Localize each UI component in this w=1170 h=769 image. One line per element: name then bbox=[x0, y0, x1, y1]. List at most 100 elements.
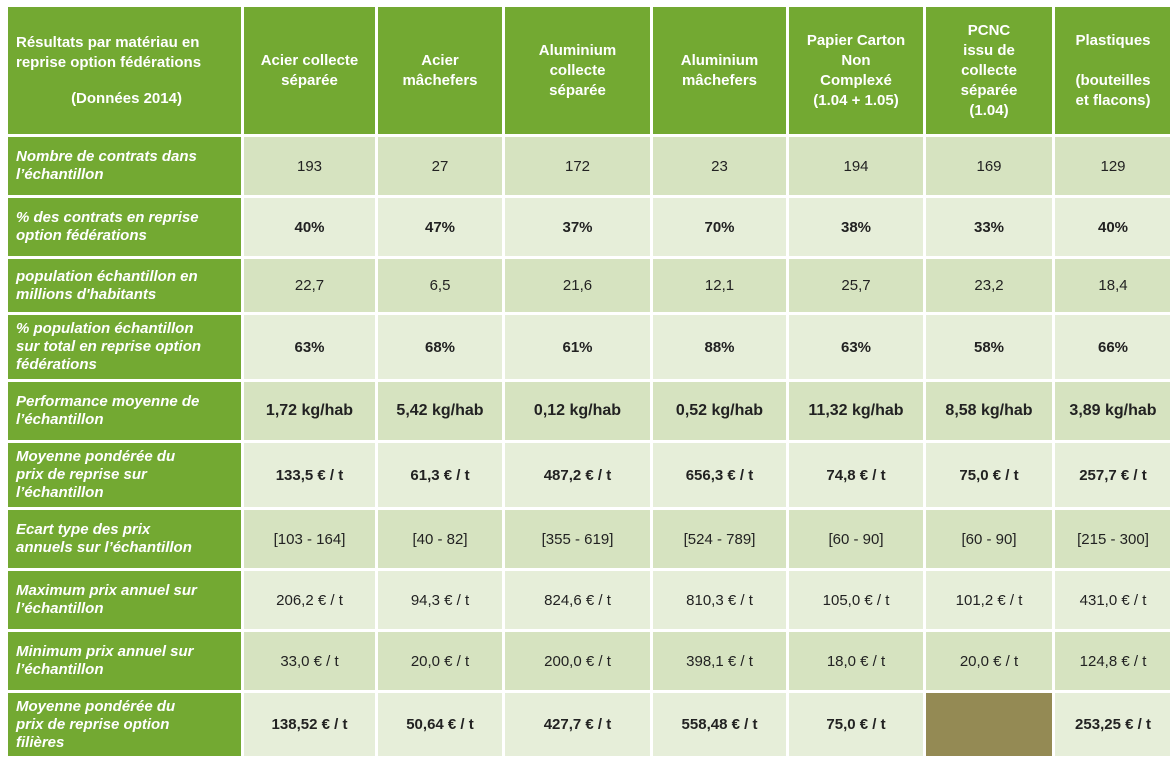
table-cell: 0,12 kg/hab bbox=[505, 382, 650, 440]
table-cell: 169 bbox=[926, 137, 1052, 195]
column-header-line: séparée bbox=[960, 81, 1018, 99]
table-cell: 20,0 € / t bbox=[378, 632, 502, 690]
row-label-line: filières bbox=[16, 733, 65, 751]
column-header-aluminium-machefers: Aluminium mâchefers bbox=[653, 7, 786, 134]
table-cell: 398,1 € / t bbox=[653, 632, 786, 690]
column-header-plastiques: Plastiques (bouteilles et flacons) bbox=[1055, 7, 1170, 134]
row-label-line: fédérations bbox=[16, 356, 97, 373]
table-cell: 3,89 kg/hab bbox=[1055, 382, 1170, 440]
row-label-line: prix de reprise sur bbox=[16, 466, 147, 483]
column-header-aluminium-collecte: Aluminium collecte séparée bbox=[505, 7, 650, 134]
table-cell: [215 - 300] bbox=[1055, 510, 1170, 568]
column-header-line: mâchefers bbox=[681, 71, 758, 89]
column-header-line: Aluminium bbox=[680, 51, 759, 69]
table-cell: 0,52 kg/hab bbox=[653, 382, 786, 440]
table-cell: 138,52 € / t bbox=[244, 693, 375, 756]
table-cell: [524 - 789] bbox=[653, 510, 786, 568]
row-label-line: l’échantillon bbox=[16, 166, 104, 183]
row-label-line: annuels sur l’échantillon bbox=[16, 539, 192, 556]
corner-header-line: reprise option fédérations bbox=[16, 53, 202, 71]
row-label: population échantillon en millions d'hab… bbox=[8, 259, 241, 312]
row-label: Nombre de contrats dans l’échantillon bbox=[8, 137, 241, 195]
table-cell: 824,6 € / t bbox=[505, 571, 650, 629]
table-cell: 21,6 bbox=[505, 259, 650, 312]
row-label-line: l’échantillon bbox=[16, 411, 104, 428]
table-cell: 37% bbox=[505, 198, 650, 256]
table-cell: 75,0 € / t bbox=[926, 443, 1052, 507]
row-label: Maximum prix annuel sur l’échantillon bbox=[8, 571, 241, 629]
table-cell: 200,0 € / t bbox=[505, 632, 650, 690]
table-cell: 61,3 € / t bbox=[378, 443, 502, 507]
column-header-line: (bouteilles bbox=[1075, 71, 1151, 89]
table-row-nombre-contrats: Nombre de contrats dans l’échantillon 19… bbox=[8, 137, 1170, 195]
table-cell: 38% bbox=[789, 198, 923, 256]
table-cell: 18,4 bbox=[1055, 259, 1170, 312]
table-cell: 656,3 € / t bbox=[653, 443, 786, 507]
header-row: Résultats par matériau en reprise option… bbox=[8, 7, 1170, 134]
table-cell: 129 bbox=[1055, 137, 1170, 195]
empty-cell bbox=[926, 693, 1052, 756]
table-cell: 11,32 kg/hab bbox=[789, 382, 923, 440]
table-row-moyenne-filieres: Moyenne pondérée du prix de reprise opti… bbox=[8, 693, 1170, 756]
column-header-acier-machefers: Acier mâchefers bbox=[378, 7, 502, 134]
table-cell: 74,8 € / t bbox=[789, 443, 923, 507]
row-label: % population échantillon sur total en re… bbox=[8, 315, 241, 379]
table-cell: [355 - 619] bbox=[505, 510, 650, 568]
column-header-line: Acier collecte bbox=[260, 51, 359, 69]
row-label-line: l’échantillon bbox=[16, 484, 104, 501]
corner-header-year: (Données 2014) bbox=[71, 89, 182, 107]
row-label: % des contrats en reprise option fédérat… bbox=[8, 198, 241, 256]
row-label-line: Performance moyenne de bbox=[16, 393, 200, 410]
row-label-line: Moyenne pondérée du bbox=[16, 697, 176, 715]
row-label-line: option fédérations bbox=[16, 227, 147, 244]
row-label-line: prix de reprise option bbox=[16, 715, 170, 733]
table-cell: 50,64 € / t bbox=[378, 693, 502, 756]
row-label: Minimum prix annuel sur l’échantillon bbox=[8, 632, 241, 690]
column-header-line: séparée bbox=[281, 71, 338, 89]
corner-header-line: Résultats par matériau en bbox=[16, 33, 200, 51]
table-cell: [40 - 82] bbox=[378, 510, 502, 568]
table-cell: 124,8 € / t bbox=[1055, 632, 1170, 690]
table-cell: 20,0 € / t bbox=[926, 632, 1052, 690]
table-cell: 75,0 € / t bbox=[789, 693, 923, 756]
table-cell: 88% bbox=[653, 315, 786, 379]
row-label-line: Nombre de contrats dans bbox=[16, 148, 197, 165]
row-label-line: Minimum prix annuel sur bbox=[16, 643, 194, 660]
column-header-line: et flacons) bbox=[1075, 91, 1151, 109]
table-row-ecart-type: Ecart type des prix annuels sur l’échant… bbox=[8, 510, 1170, 568]
column-header-line: Papier Carton bbox=[806, 31, 906, 49]
table-cell: 253,25 € / t bbox=[1055, 693, 1170, 756]
table-cell: 133,5 € / t bbox=[244, 443, 375, 507]
table-cell: 58% bbox=[926, 315, 1052, 379]
table-cell: 101,2 € / t bbox=[926, 571, 1052, 629]
table-cell: 63% bbox=[244, 315, 375, 379]
table-row-population: population échantillon en millions d'hab… bbox=[8, 259, 1170, 312]
table-cell: 61% bbox=[505, 315, 650, 379]
table-cell: 33% bbox=[926, 198, 1052, 256]
table-cell: 40% bbox=[244, 198, 375, 256]
row-label-line: population échantillon en bbox=[16, 267, 198, 285]
table-cell: 105,0 € / t bbox=[789, 571, 923, 629]
table-cell: 487,2 € / t bbox=[505, 443, 650, 507]
table-row-performance: Performance moyenne de l’échantillon 1,7… bbox=[8, 382, 1170, 440]
column-header-line: (1.04 + 1.05) bbox=[813, 91, 899, 109]
table-row-pct-contrats: % des contrats en reprise option fédérat… bbox=[8, 198, 1170, 256]
table-cell: 8,58 kg/hab bbox=[926, 382, 1052, 440]
table-cell: 172 bbox=[505, 137, 650, 195]
table-cell: 94,3 € / t bbox=[378, 571, 502, 629]
column-header-line: PCNC bbox=[967, 21, 1011, 39]
row-label-line: % population échantillon bbox=[16, 320, 194, 337]
column-header-papier-carton: Papier Carton Non Complexé (1.04 + 1.05) bbox=[789, 7, 923, 134]
table-row-pct-population: % population échantillon sur total en re… bbox=[8, 315, 1170, 379]
table-cell: 63% bbox=[789, 315, 923, 379]
row-label-line: % des contrats en reprise bbox=[16, 209, 199, 226]
table-cell: 23 bbox=[653, 137, 786, 195]
table-cell: 810,3 € / t bbox=[653, 571, 786, 629]
table-cell: 47% bbox=[378, 198, 502, 256]
table-row-moyenne-ponderee: Moyenne pondérée du prix de reprise sur … bbox=[8, 443, 1170, 507]
row-label: Moyenne pondérée du prix de reprise opti… bbox=[8, 693, 241, 756]
column-header-line: séparée bbox=[549, 81, 606, 99]
table-cell: 70% bbox=[653, 198, 786, 256]
row-label-line: Ecart type des prix bbox=[16, 521, 151, 538]
table-cell: 6,5 bbox=[378, 259, 502, 312]
